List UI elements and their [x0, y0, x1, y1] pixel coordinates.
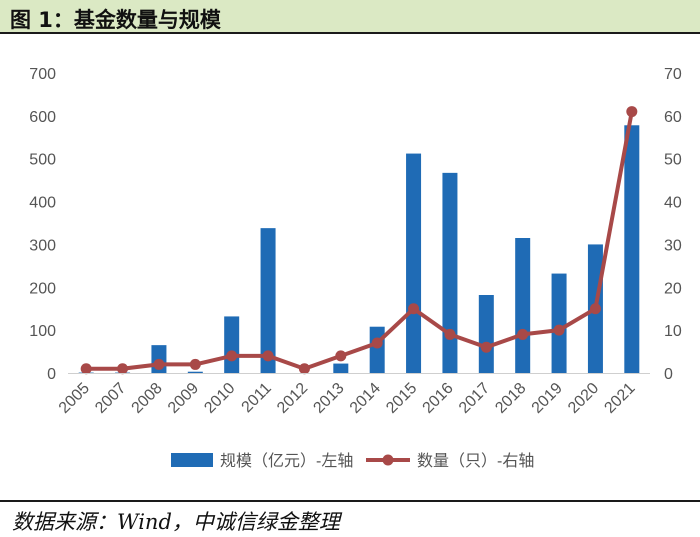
left-axis-tick-label: 700 — [29, 66, 56, 83]
bar — [187, 371, 203, 373]
x-axis-tick-label: 2014 — [347, 380, 384, 417]
x-axis-tick-label: 2007 — [92, 380, 129, 417]
legend-bar-label: 规模（亿元）-左轴 — [220, 452, 353, 470]
x-axis-tick-label: 2012 — [274, 380, 311, 417]
right-axis-tick-label: 0 — [664, 366, 673, 383]
x-axis: 2005 2007 2008 2009 2010 2011 2012 2013 2014 2015… — [56, 373, 650, 417]
legend: 规模（亿元）-左轴 数量（只）-右轴 — [171, 452, 534, 470]
bar — [260, 228, 276, 373]
combo-chart: 0 100 200 300 400 500 600 700 0 10 20 30 40 50 60 70 2… — [29, 66, 682, 470]
left-axis-tick-label: 500 — [29, 152, 56, 169]
right-axis-tick-label: 40 — [664, 195, 682, 212]
x-axis-tick-label: 2013 — [310, 380, 347, 417]
line-point — [153, 358, 165, 370]
line-point — [189, 358, 201, 370]
left-axis-tick-label: 400 — [29, 195, 56, 212]
bar — [624, 125, 640, 374]
left-axis-tick-label: 600 — [29, 109, 56, 126]
legend-line-marker — [382, 454, 394, 466]
left-axis-tick-label: 300 — [29, 237, 56, 254]
bar — [442, 172, 458, 373]
left-axis-tick-label: 0 — [47, 366, 56, 383]
line-point — [553, 324, 565, 336]
line-point — [589, 303, 601, 315]
right-axis-tick-label: 30 — [664, 237, 682, 254]
line-point — [626, 106, 638, 118]
right-axis-tick-label: 10 — [664, 323, 682, 340]
bar — [333, 363, 349, 373]
line-point — [298, 363, 310, 375]
right-axis-tick-label: 20 — [664, 280, 682, 297]
line-point — [480, 341, 492, 353]
source-note: 数据来源：Wind，中诚信绿金整理 — [12, 510, 340, 534]
line-point — [371, 337, 383, 349]
x-axis-tick-label: 2005 — [56, 380, 93, 417]
bar — [515, 238, 531, 373]
line-point — [117, 363, 129, 375]
line-series — [80, 106, 638, 375]
line-point — [80, 363, 92, 375]
x-axis-tick-label: 2018 — [492, 380, 529, 417]
x-axis-tick-label: 2010 — [201, 380, 238, 417]
figure-header: 图 1：基金数量与规模 — [0, 0, 700, 34]
bar — [369, 326, 385, 373]
chart-area: 0 100 200 300 400 500 600 700 0 10 20 30 40 50 60 70 2… — [0, 36, 700, 498]
x-axis-tick-label: 2021 — [601, 380, 638, 417]
line-point — [517, 328, 529, 340]
bar — [406, 153, 422, 373]
x-axis-tick-label: 2020 — [565, 380, 602, 417]
line-point — [262, 350, 274, 362]
figure-footer: 数据来源：Wind，中诚信绿金整理 — [0, 500, 700, 537]
line-point — [226, 350, 238, 362]
right-axis-tick-label: 50 — [664, 152, 682, 169]
legend-line-label: 数量（只）-右轴 — [417, 452, 534, 470]
x-axis-tick-label: 2011 — [239, 380, 275, 416]
x-axis-tick-label: 2016 — [420, 380, 457, 417]
left-axis-tick-label: 200 — [29, 280, 56, 297]
bar — [478, 295, 494, 373]
line-point — [408, 303, 420, 315]
right-axis: 0 10 20 30 40 50 60 70 — [664, 66, 682, 383]
right-axis-tick-label: 60 — [664, 109, 682, 126]
x-axis-tick-label: 2019 — [529, 380, 566, 417]
bar — [224, 316, 240, 373]
x-axis-tick-label: 2015 — [383, 380, 420, 417]
line-point — [335, 350, 347, 362]
x-axis-tick-label: 2009 — [165, 380, 202, 417]
x-axis-tick-label: 2017 — [456, 380, 493, 417]
line-point — [444, 328, 456, 340]
x-axis-tick-label: 2008 — [129, 380, 166, 417]
left-axis: 0 100 200 300 400 500 600 700 — [29, 66, 56, 383]
figure-title: 图 1：基金数量与规模 — [10, 8, 221, 32]
right-axis-tick-label: 70 — [664, 66, 682, 83]
series-line — [86, 111, 634, 371]
bar-series — [78, 125, 640, 374]
bar — [551, 273, 567, 373]
left-axis-tick-label: 100 — [29, 323, 56, 340]
legend-bar-swatch — [171, 453, 213, 467]
